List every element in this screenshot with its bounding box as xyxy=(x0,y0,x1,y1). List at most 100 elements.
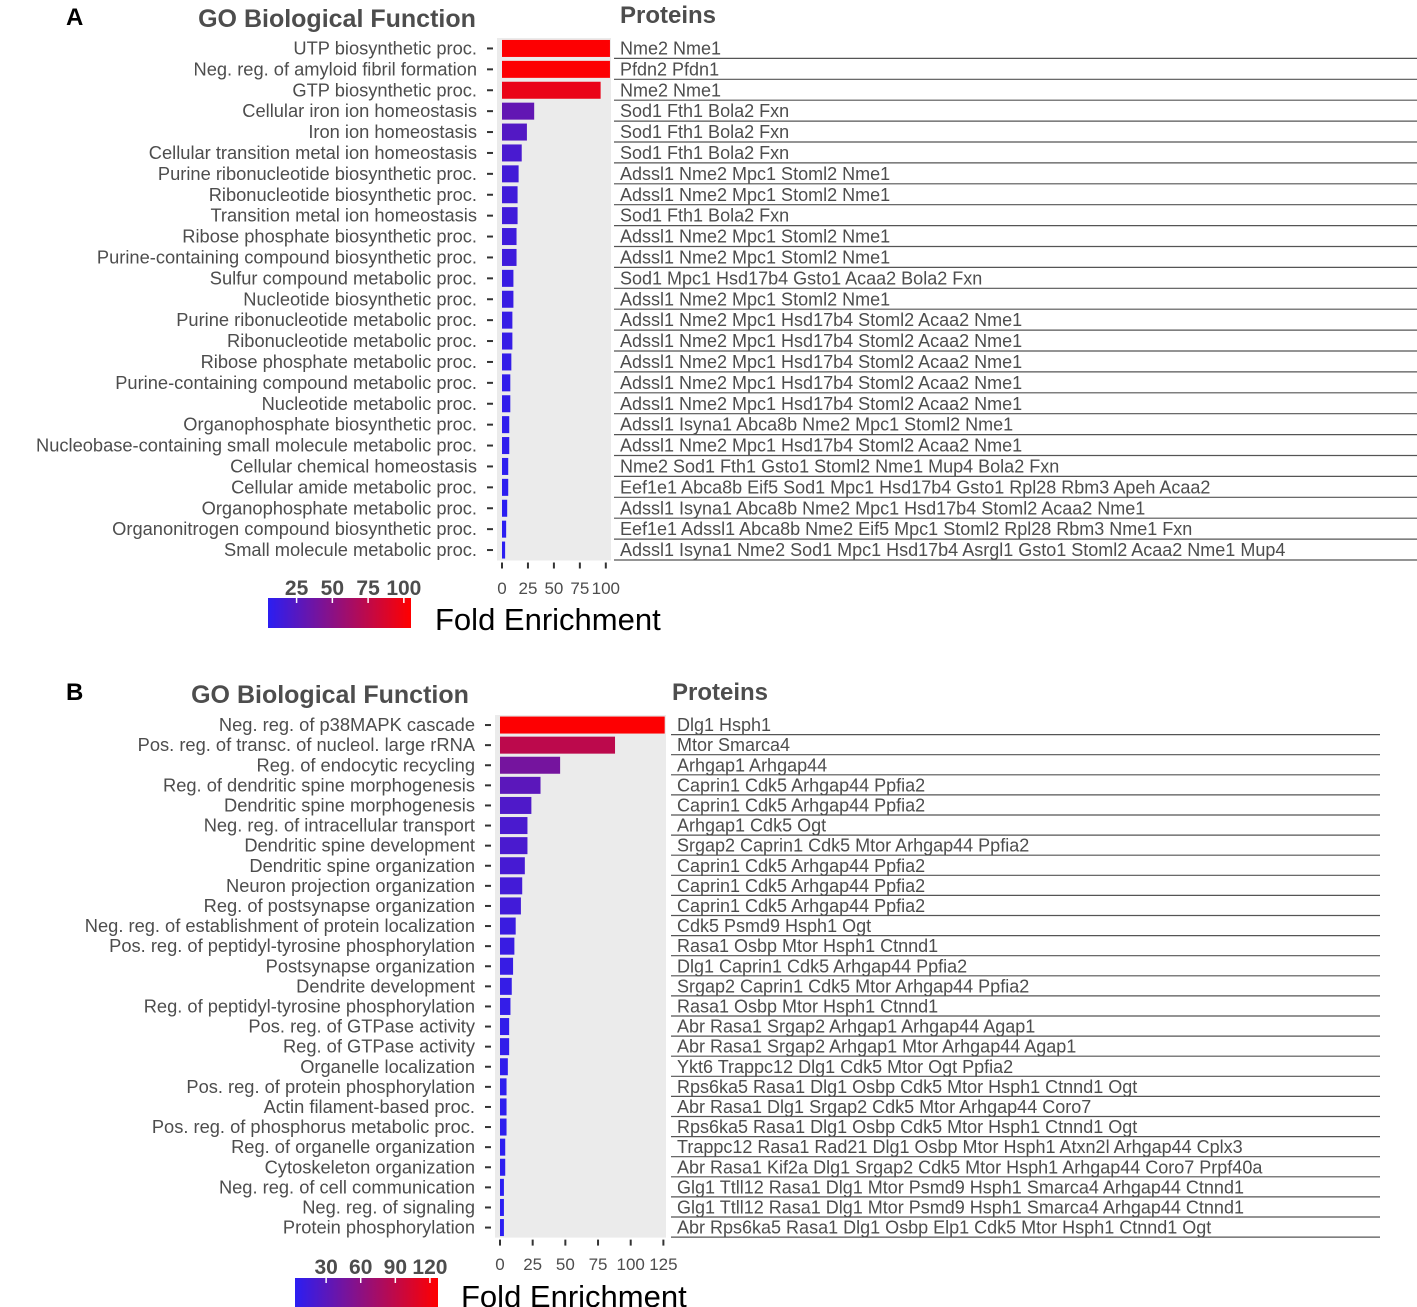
bar xyxy=(502,332,513,350)
legend-title: Fold Enrichment xyxy=(461,1279,687,1307)
protein-list: Adssl1 Nme2 Mpc1 Stoml2 Nme1 xyxy=(620,164,890,184)
protein-list: Abr Rasa1 Srgap2 Arhgap1 Mtor Arhgap44 A… xyxy=(677,1037,1076,1057)
category-label: Protein phosphorylation xyxy=(283,1217,475,1238)
category-label: Dendritic spine development xyxy=(244,835,475,856)
protein-list: Abr Rasa1 Dlg1 Srgap2 Cdk5 Mtor Arhgap44… xyxy=(677,1097,1091,1117)
category-label: Reg. of organelle organization xyxy=(231,1136,475,1157)
protein-list: Adssl1 Nme2 Mpc1 Stoml2 Nme1 xyxy=(620,247,890,267)
protein-list: Mtor Smarca4 xyxy=(677,735,790,755)
protein-list: Sod1 Fth1 Bola2 Fxn xyxy=(620,143,789,163)
bar xyxy=(500,877,523,895)
protein-list: Caprin1 Cdk5 Arhgap44 Ppfia2 xyxy=(677,795,925,815)
category-label: Pos. reg. of peptidyl-tyrosine phosphory… xyxy=(109,935,475,956)
bar xyxy=(502,207,518,225)
category-label: Ribose phosphate metabolic proc. xyxy=(201,351,477,372)
protein-list: Adssl1 Nme2 Mpc1 Hsd17b4 Stoml2 Acaa2 Nm… xyxy=(620,331,1022,351)
bar xyxy=(502,499,508,517)
category-label: Neg. reg. of amyloid fibril formation xyxy=(194,58,477,79)
category-label: Actin filament-based proc. xyxy=(264,1096,475,1117)
category-label: Ribonucleotide metabolic proc. xyxy=(227,330,477,351)
category-label: Reg. of peptidyl-tyrosine phosphorylatio… xyxy=(144,995,475,1016)
bar xyxy=(500,837,528,855)
x-tick-label: 100 xyxy=(592,579,620,598)
legend-tick-label: 75 xyxy=(356,577,380,600)
bar xyxy=(502,81,601,99)
protein-list: Sod1 Mpc1 Hsd17b4 Gsto1 Acaa2 Bola2 Fxn xyxy=(620,268,982,288)
bar xyxy=(500,796,532,814)
bar xyxy=(500,937,515,955)
protein-list: Nme2 Sod1 Fth1 Gsto1 Stoml2 Nme1 Mup4 Bo… xyxy=(620,456,1059,476)
category-label: Neg. reg. of cell communication xyxy=(219,1176,475,1197)
protein-list: Adssl1 Isyna1 Abca8b Nme2 Mpc1 Stoml2 Nm… xyxy=(620,415,1013,435)
category-label: Organophosphate biosynthetic proc. xyxy=(183,414,477,435)
category-label: Small molecule metabolic proc. xyxy=(224,539,477,560)
bar xyxy=(502,186,518,204)
protein-list: Adssl1 Nme2 Mpc1 Hsd17b4 Stoml2 Acaa2 Nm… xyxy=(620,373,1022,393)
protein-list: Adssl1 Isyna1 Abca8b Nme2 Mpc1 Hsd17b4 S… xyxy=(620,498,1145,518)
bar xyxy=(500,1158,506,1176)
protein-list: Sod1 Fth1 Bola2 Fxn xyxy=(620,122,789,142)
category-label: Nucleobase-containing small molecule met… xyxy=(36,435,477,456)
bar xyxy=(500,1178,504,1196)
category-label: Dendritic spine organization xyxy=(249,855,475,876)
category-label: Neg. reg. of p38MAPK cascade xyxy=(219,714,475,735)
bar xyxy=(500,977,512,995)
protein-list: Caprin1 Cdk5 Arhgap44 Ppfia2 xyxy=(677,775,925,795)
protein-list: Arhgap1 Arhgap44 xyxy=(677,755,827,775)
bar xyxy=(500,1118,507,1136)
protein-list: Sod1 Fth1 Bola2 Fxn xyxy=(620,206,789,226)
category-label: Neg. reg. of intracellular transport xyxy=(204,815,475,836)
category-label: Cellular chemical homeostasis xyxy=(230,455,477,476)
legend-tick-label: 90 xyxy=(384,1256,407,1279)
category-label: Nucleotide metabolic proc. xyxy=(262,393,477,414)
protein-list: Dlg1 Hsph1 xyxy=(677,715,771,735)
x-tick-label: 25 xyxy=(523,1255,542,1274)
category-label: Reg. of postsynapse organization xyxy=(204,895,475,916)
bar xyxy=(500,957,514,975)
bar xyxy=(500,1058,508,1076)
bar xyxy=(500,897,521,915)
legend-tick-label: 120 xyxy=(412,1256,447,1279)
category-label: Reg. of endocytic recycling xyxy=(257,754,475,775)
bar xyxy=(502,353,512,371)
category-label: Cellular amide metabolic proc. xyxy=(231,476,477,497)
protein-list: Abr Rps6ka5 Rasa1 Dlg1 Osbp Elp1 Cdk5 Mt… xyxy=(677,1218,1211,1238)
bar xyxy=(502,123,527,141)
bar xyxy=(502,60,610,78)
category-label: Organelle localization xyxy=(300,1056,475,1077)
bar xyxy=(502,457,509,475)
protein-list: Adssl1 Nme2 Mpc1 Hsd17b4 Stoml2 Acaa2 Nm… xyxy=(620,352,1022,372)
proteins-header: Proteins xyxy=(672,679,768,706)
protein-list: Srgap2 Caprin1 Cdk5 Mtor Arhgap44 Ppfia2 xyxy=(677,976,1029,996)
bar xyxy=(502,541,506,559)
protein-list: Caprin1 Cdk5 Arhgap44 Ppfia2 xyxy=(677,876,925,896)
protein-list: Rasa1 Osbp Mtor Hsph1 Ctnnd1 xyxy=(677,996,938,1016)
protein-list: Rps6ka5 Rasa1 Dlg1 Osbp Cdk5 Mtor Hsph1 … xyxy=(677,1077,1137,1097)
protein-list: Abr Rasa1 Srgap2 Arhgap1 Arhgap44 Agap1 xyxy=(677,1017,1035,1037)
category-label: Nucleotide biosynthetic proc. xyxy=(243,288,477,309)
category-label: Cellular transition metal ion homeostasi… xyxy=(149,142,477,163)
bar xyxy=(502,374,511,392)
protein-list: Adssl1 Nme2 Mpc1 Stoml2 Nme1 xyxy=(620,227,890,247)
bar xyxy=(500,1219,504,1237)
protein-list: Glg1 Ttll12 Rasa1 Dlg1 Mtor Psmd9 Hsph1 … xyxy=(677,1177,1244,1197)
x-tick-label: 0 xyxy=(495,1255,504,1274)
protein-list: Adssl1 Nme2 Mpc1 Stoml2 Nme1 xyxy=(620,185,890,205)
protein-list: Nme2 Nme1 xyxy=(620,80,721,100)
protein-list: Dlg1 Caprin1 Cdk5 Arhgap44 Ppfia2 xyxy=(677,956,967,976)
category-label: Reg. of dendritic spine morphogenesis xyxy=(163,774,475,795)
bar xyxy=(502,165,519,183)
protein-list: Adssl1 Nme2 Mpc1 Hsd17b4 Stoml2 Acaa2 Nm… xyxy=(620,436,1022,456)
protein-list: Sod1 Fth1 Bola2 Fxn xyxy=(620,101,789,121)
category-label: Purine ribonucleotide metabolic proc. xyxy=(176,309,477,330)
protein-list: Nme2 Nme1 xyxy=(620,38,721,58)
category-label: Sulfur compound metabolic proc. xyxy=(210,267,477,288)
category-label: Pos. reg. of GTPase activity xyxy=(248,1016,475,1037)
category-label: Neg. reg. of signaling xyxy=(302,1196,475,1217)
legend-colorbar xyxy=(295,1278,438,1307)
category-label: Purine-containing compound biosynthetic … xyxy=(97,246,477,267)
category-label: Dendrite development xyxy=(296,975,475,996)
category-label: Purine-containing compound metabolic pro… xyxy=(115,372,477,393)
protein-list: Eef1e1 Adssl1 Abca8b Nme2 Eif5 Mpc1 Stom… xyxy=(620,519,1192,539)
protein-list: Arhgap1 Cdk5 Ogt xyxy=(677,816,826,836)
